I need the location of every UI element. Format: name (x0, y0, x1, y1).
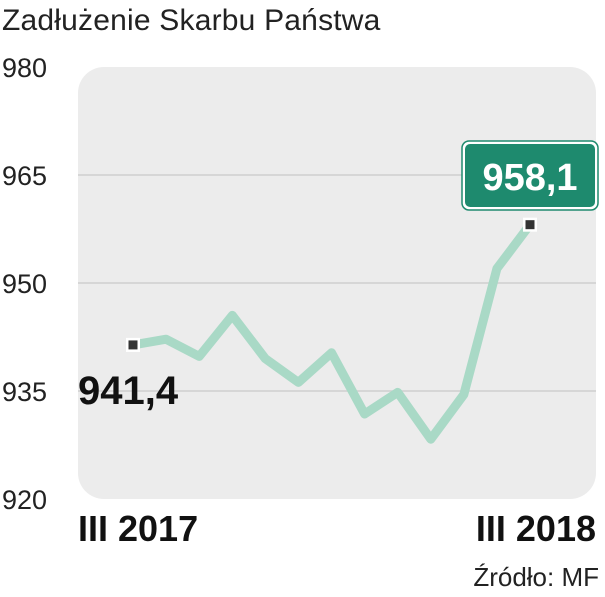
x-tick-label: III 2018 (476, 508, 596, 549)
chart-title: Zadłużenie Skarbu Państwa (2, 4, 381, 37)
data-point-marker-core (128, 340, 138, 350)
y-tick-label: 920 (2, 485, 47, 515)
end-value-label: 958,1 (482, 157, 577, 199)
y-tick-label: 965 (2, 161, 47, 191)
endpoint-markers (126, 217, 537, 352)
x-tick-label: III 2017 (78, 508, 198, 549)
x-axis-ticks: III 2017 III 2018 (78, 508, 596, 549)
end-value-box (465, 144, 595, 207)
y-tick-label: 980 (2, 53, 47, 83)
y-tick-label: 950 (2, 269, 47, 299)
end-value-callout: 958,1 (461, 140, 599, 211)
start-value-label: 941,4 (78, 369, 179, 413)
series-line (128, 220, 535, 444)
data-point-marker-core (525, 220, 535, 230)
y-axis-ticks: 920 935 950 965 980 (2, 53, 47, 515)
source-note: Źródło: MF (473, 562, 599, 592)
y-tick-label: 935 (2, 377, 47, 407)
